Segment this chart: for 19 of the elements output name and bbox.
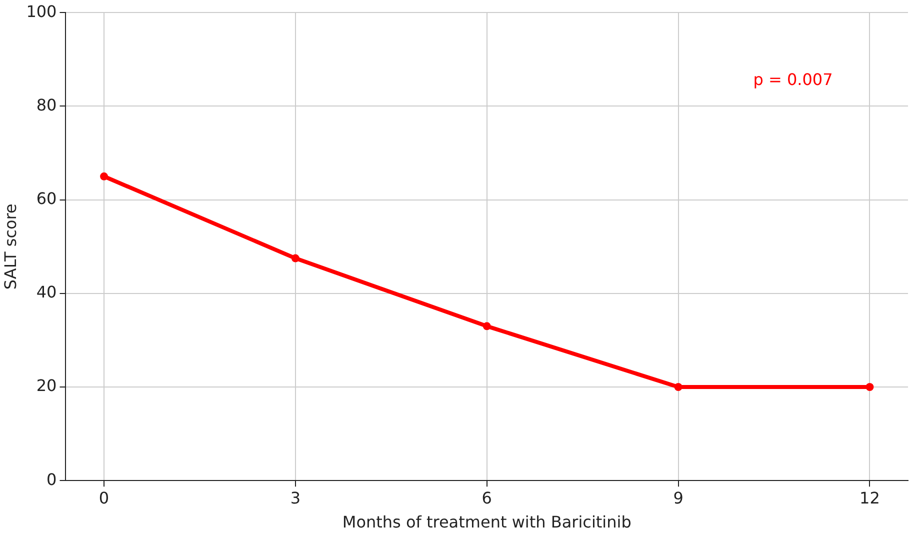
x-axis-title: Months of treatment with Baricitinib: [342, 512, 632, 532]
y-tick-label: 40: [36, 282, 57, 302]
x-tick-label: 12: [860, 488, 880, 508]
point: [291, 254, 300, 262]
y-tick-label: 0: [46, 470, 57, 489]
y-axis-title: SALT score: [0, 204, 20, 290]
x-tick-label: 0: [98, 488, 110, 508]
point: [674, 383, 682, 391]
y-tick-label: 100: [26, 2, 57, 21]
x-tick-label: 3: [290, 488, 301, 508]
x-tick-label: 6: [482, 488, 492, 508]
annotation: p = 0.007: [753, 70, 833, 89]
point: [482, 322, 491, 330]
x-tick-label: 9: [673, 488, 684, 508]
y-tick-label: 60: [36, 188, 57, 208]
point: [100, 172, 108, 180]
y-tick-label: 20: [36, 376, 57, 396]
point: [866, 383, 874, 391]
y-tick-label: 80: [36, 95, 57, 114]
